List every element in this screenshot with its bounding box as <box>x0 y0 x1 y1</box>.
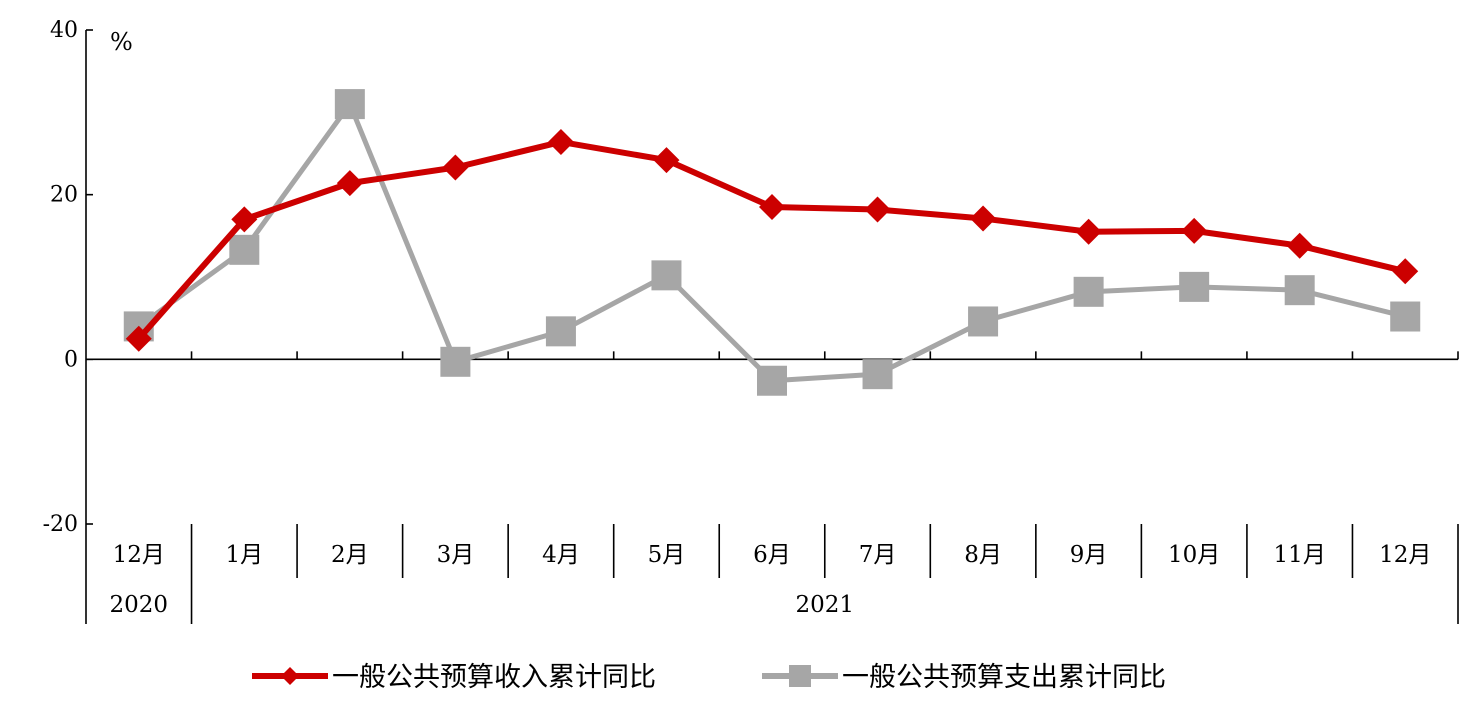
x-axis-labels: 12月 1月 2月 3月 4月 5月 6月 7月 8月 9月 10月 11月 12月 2020 2021 <box>109 542 1431 618</box>
x-tick-label: 9月 <box>1070 542 1108 568</box>
x-tick-label: 4月 <box>542 542 580 568</box>
legend-label: 一般公共预算支出累计同比 <box>842 662 1166 693</box>
x-tick-label: 6月 <box>753 542 791 568</box>
legend: 一般公共预算收入累计同比 一般公共预算支出累计同比 <box>252 662 1166 693</box>
y-tick-label: 20 <box>50 183 78 208</box>
data-point <box>653 147 680 174</box>
legend-swatch-marker <box>789 665 811 687</box>
x-tick-label: 11月 <box>1274 542 1326 568</box>
data-point <box>125 325 152 352</box>
data-point <box>1179 271 1210 302</box>
legend-label: 一般公共预算收入累计同比 <box>332 662 656 693</box>
data-point <box>862 359 893 390</box>
data-point <box>231 206 258 233</box>
year-label: 2021 <box>795 592 854 618</box>
x-tick-label: 5月 <box>648 542 686 568</box>
data-point <box>970 205 997 232</box>
data-point <box>1181 217 1208 244</box>
data-point <box>1392 258 1419 285</box>
data-point <box>229 234 260 265</box>
legend-swatch-marker <box>281 667 299 685</box>
data-point <box>1390 301 1421 332</box>
data-point <box>336 170 363 197</box>
data-point <box>1073 276 1104 307</box>
data-point <box>864 196 891 223</box>
year-label: 2020 <box>109 592 168 618</box>
data-point <box>442 154 469 181</box>
x-tick-label: 1月 <box>225 542 263 568</box>
y-axis-unit-label: % <box>110 28 133 56</box>
data-point <box>545 316 576 347</box>
series-line <box>136 138 1406 341</box>
y-axis-ticks: 40 20 0 -20 <box>43 18 93 537</box>
y-tick-label: 0 <box>64 347 78 372</box>
series-layer <box>123 89 1421 396</box>
data-point <box>757 365 787 396</box>
x-tick-label: 12月 <box>1379 542 1431 568</box>
series-expenditure <box>123 89 1421 396</box>
legend-item: 一般公共预算支出累计同比 <box>762 662 1166 693</box>
y-tick-label: -20 <box>43 512 78 537</box>
legend-item: 一般公共预算收入累计同比 <box>252 662 656 693</box>
data-point <box>651 260 682 291</box>
data-point <box>440 346 471 377</box>
data-point <box>1286 232 1313 259</box>
x-tick-label: 10月 <box>1168 542 1220 568</box>
data-point <box>968 306 999 337</box>
data-point <box>547 128 574 155</box>
data-point <box>1075 218 1102 245</box>
y-tick-label: 40 <box>50 18 78 43</box>
series-revenue <box>125 128 1419 352</box>
data-point <box>334 89 365 120</box>
axes <box>85 30 1459 624</box>
x-tick-label: 3月 <box>437 542 475 568</box>
x-tick-label: 8月 <box>964 542 1002 568</box>
x-tick-label: 12月 <box>113 542 165 568</box>
series-line <box>137 101 1406 384</box>
x-tick-label: 2月 <box>331 542 369 568</box>
data-point <box>1284 275 1315 306</box>
x-tick-label: 7月 <box>859 542 897 568</box>
data-point <box>759 194 785 221</box>
